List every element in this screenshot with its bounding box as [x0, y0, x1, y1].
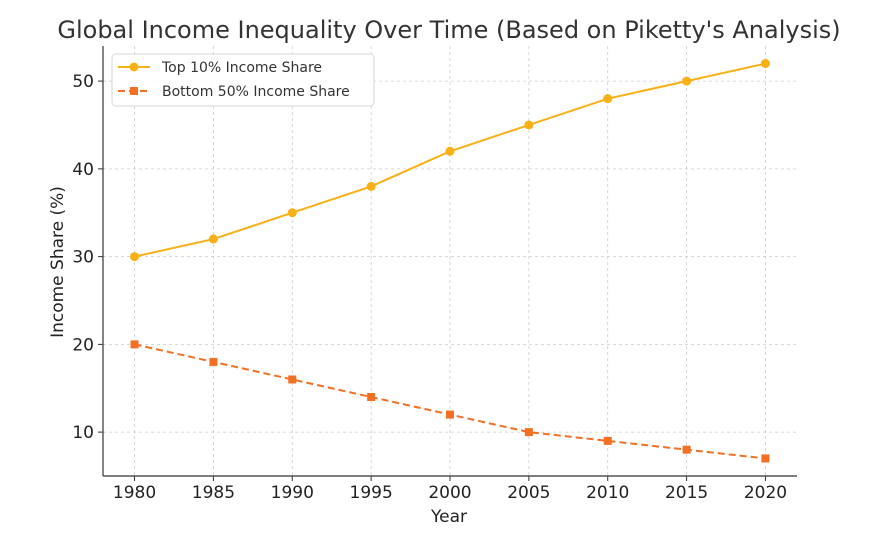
series-layer — [130, 59, 770, 463]
x-tick-label: 2000 — [428, 483, 471, 503]
data-point — [288, 375, 297, 384]
x-tick-label: 2015 — [665, 483, 708, 503]
x-tick-label: 2005 — [507, 483, 550, 503]
data-point — [682, 445, 691, 454]
data-point — [603, 94, 613, 104]
y-axis-label: Income Share (%) — [48, 186, 68, 338]
x-tick-label: 1980 — [113, 483, 156, 503]
data-point — [524, 428, 533, 437]
legend-frame — [111, 53, 375, 107]
data-point — [760, 59, 770, 69]
data-point — [524, 120, 534, 130]
x-axis-label: Year — [430, 507, 467, 527]
data-point — [445, 146, 455, 156]
legend-item: Top 10% Income Share — [118, 60, 322, 76]
legend-label: Bottom 50% Income Share — [162, 84, 350, 100]
data-point — [130, 340, 139, 349]
data-point — [761, 454, 770, 463]
legend-marker — [129, 62, 139, 72]
data-point — [209, 357, 218, 366]
data-point — [446, 410, 454, 419]
legend-label: Top 10% Income Share — [161, 60, 322, 76]
x-tick-label: 1990 — [271, 483, 314, 503]
data-point — [682, 76, 692, 86]
legend: Top 10% Income Share Bottom 50% Income Sh… — [111, 53, 375, 107]
data-point — [366, 181, 376, 191]
y-tick-label: 20 — [72, 335, 94, 355]
x-tick-label: 1985 — [192, 483, 235, 503]
y-tick-label: 30 — [72, 248, 94, 268]
x-tick-label: 2010 — [586, 483, 629, 503]
data-point — [367, 393, 376, 402]
series-1 — [130, 59, 770, 262]
y-tick-label: 50 — [72, 72, 94, 92]
chart-title: Global Income Inequality Over Time (Base… — [57, 16, 840, 44]
legend-item: Bottom 50% Income Share — [118, 84, 350, 100]
x-tick-label: 2020 — [744, 483, 787, 503]
x-axis-ticks: 1980 1985 1990 1995 2000 2005 2010 2015 2020 — [113, 476, 787, 503]
y-axis-ticks: 10 20 30 40 50 — [72, 72, 103, 443]
data-point — [603, 436, 612, 445]
y-tick-label: 40 — [72, 160, 94, 180]
series-2 — [130, 340, 770, 463]
grid-lines — [103, 46, 797, 476]
y-tick-label: 10 — [72, 423, 94, 443]
legend-marker — [130, 87, 138, 95]
x-tick-label: 1995 — [350, 483, 393, 503]
data-point — [130, 252, 140, 262]
data-point — [287, 208, 297, 218]
data-point — [208, 234, 218, 244]
